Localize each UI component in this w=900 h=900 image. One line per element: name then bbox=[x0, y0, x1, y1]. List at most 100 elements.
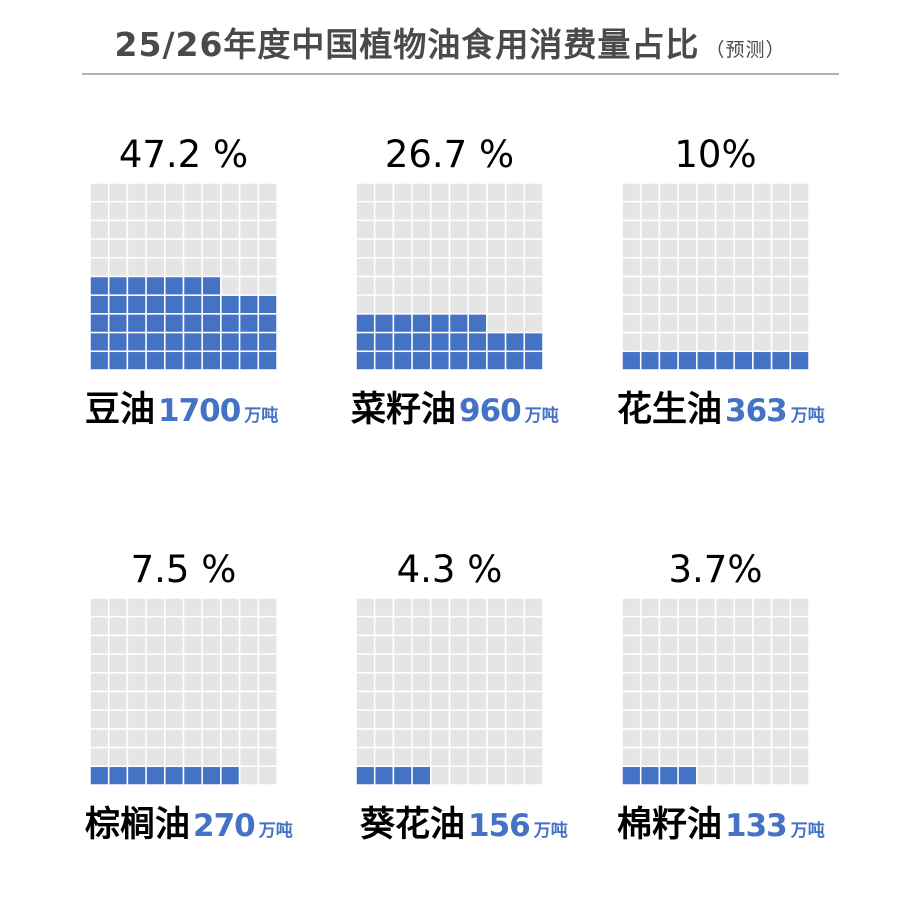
waffle-cell-empty bbox=[770, 219, 792, 240]
consumption-unit: 万吨 bbox=[790, 406, 825, 426]
waffle-cell-empty bbox=[411, 615, 432, 637]
chart-title: 25/26年度中国植物油食用消费量占比 （预测） bbox=[0, 18, 900, 66]
waffle-cell-filled bbox=[126, 350, 147, 370]
waffle-cell-empty bbox=[504, 672, 526, 693]
waffle-cell-empty bbox=[714, 219, 735, 240]
waffle-cell-empty bbox=[373, 598, 395, 618]
waffle-cell-empty bbox=[182, 615, 203, 637]
waffle-cell-empty bbox=[107, 183, 129, 203]
waffle-cell-empty bbox=[770, 200, 792, 222]
waffle-cell-empty bbox=[356, 746, 376, 768]
waffle-cell-filled bbox=[164, 765, 185, 785]
waffle-cell-empty bbox=[486, 672, 507, 693]
waffle-cell-empty bbox=[201, 257, 222, 278]
waffle-cell-filled bbox=[467, 313, 488, 334]
waffle-cell-filled bbox=[238, 294, 260, 315]
waffle-cell-empty bbox=[201, 183, 222, 203]
waffle-cell-empty bbox=[238, 275, 260, 296]
waffle-cell-empty bbox=[107, 615, 129, 637]
waffle-cell-filled bbox=[714, 350, 735, 370]
waffle-cell-empty bbox=[504, 728, 526, 749]
waffle-cell-empty bbox=[257, 690, 277, 711]
waffle-cell-empty bbox=[752, 275, 773, 296]
waffle-cell-empty bbox=[107, 257, 129, 278]
waffle-cell-empty bbox=[90, 615, 110, 637]
chart-title-main: 25/26年度中国植物油食用消费量占比 bbox=[114, 25, 700, 64]
waffle-cell-empty bbox=[658, 275, 679, 296]
category-name: 花生油 bbox=[617, 390, 723, 430]
waffle-cell-empty bbox=[467, 183, 488, 203]
waffle-cell-empty bbox=[392, 275, 413, 296]
waffle-cell-empty bbox=[448, 746, 469, 768]
waffle-cell-empty bbox=[220, 598, 241, 618]
waffle-cell-empty bbox=[789, 219, 809, 240]
waffle-cell-empty bbox=[145, 200, 166, 222]
waffle-cell-empty bbox=[714, 690, 735, 711]
waffle-cell-empty bbox=[486, 690, 507, 711]
waffle-cell-empty bbox=[220, 183, 241, 203]
waffle-cell-empty bbox=[182, 728, 203, 749]
waffle-cell-empty bbox=[504, 257, 526, 278]
waffle-cell-empty bbox=[639, 690, 661, 711]
waffle-cell-empty bbox=[220, 257, 241, 278]
waffle-cell-empty bbox=[90, 183, 110, 203]
waffle-cell-empty bbox=[677, 313, 698, 334]
waffle-cell-empty bbox=[448, 294, 469, 315]
waffle-cell-empty bbox=[752, 709, 773, 730]
waffle-cell-empty bbox=[126, 615, 147, 637]
waffle-cell-empty bbox=[257, 275, 277, 296]
waffle-cell-empty bbox=[145, 690, 166, 711]
waffle-cell-empty bbox=[373, 653, 395, 674]
waffle-cell-empty bbox=[373, 257, 395, 278]
waffle-cell-empty bbox=[201, 709, 222, 730]
waffle-cell-empty bbox=[714, 765, 735, 785]
waffle-cell-empty bbox=[770, 746, 792, 768]
consumption-unit: 万吨 bbox=[258, 821, 293, 841]
waffle-cell-empty bbox=[430, 746, 451, 768]
waffle-cell-empty bbox=[430, 653, 451, 674]
waffle-cell-empty bbox=[201, 615, 222, 637]
waffle-cell-filled bbox=[238, 350, 260, 370]
waffle-cell-empty bbox=[504, 653, 526, 674]
waffle-cell-empty bbox=[486, 634, 507, 655]
waffle-cell-empty bbox=[257, 219, 277, 240]
waffle-cell-empty bbox=[523, 634, 543, 655]
waffle-cell-empty bbox=[257, 765, 277, 785]
waffle-grid bbox=[622, 598, 809, 785]
waffle-cell-empty bbox=[238, 183, 260, 203]
waffle-cell-empty bbox=[356, 294, 376, 315]
waffle-cell-empty bbox=[356, 183, 376, 203]
waffle-cell-empty bbox=[677, 709, 698, 730]
waffle-cell-empty bbox=[504, 238, 526, 259]
waffle-cell-empty bbox=[789, 653, 809, 674]
waffle-cell-empty bbox=[504, 598, 526, 618]
waffle-cell-empty bbox=[714, 728, 735, 749]
waffle-cell-empty bbox=[714, 709, 735, 730]
waffle-cell-empty bbox=[145, 615, 166, 637]
waffle-cell-empty bbox=[238, 709, 260, 730]
waffle-cell-empty bbox=[220, 219, 241, 240]
waffle-cell-empty bbox=[430, 728, 451, 749]
waffle-cell-empty bbox=[430, 238, 451, 259]
waffle-cell-empty bbox=[411, 690, 432, 711]
waffle-cell-empty bbox=[356, 615, 376, 637]
waffle-cell-filled bbox=[356, 313, 376, 334]
waffle-cell-empty bbox=[257, 653, 277, 674]
waffle-cell-filled bbox=[201, 350, 222, 370]
waffle-cell-empty bbox=[90, 238, 110, 259]
waffle-cell-empty bbox=[639, 275, 661, 296]
waffle-cell-empty bbox=[789, 728, 809, 749]
waffle-cell-empty bbox=[430, 219, 451, 240]
waffle-cell-empty bbox=[107, 653, 129, 674]
waffle-cell-empty bbox=[373, 200, 395, 222]
waffle-cell-empty bbox=[733, 615, 754, 637]
waffle-cell-empty bbox=[356, 709, 376, 730]
waffle-cell-empty bbox=[430, 765, 451, 785]
waffle-cell-empty bbox=[486, 598, 507, 618]
waffle-cell-empty bbox=[238, 765, 260, 785]
waffle-cell-empty bbox=[411, 219, 432, 240]
waffle-cell-empty bbox=[677, 653, 698, 674]
waffle-cell-filled bbox=[201, 765, 222, 785]
waffle-cell-empty bbox=[392, 598, 413, 618]
waffle-cell-empty bbox=[467, 238, 488, 259]
